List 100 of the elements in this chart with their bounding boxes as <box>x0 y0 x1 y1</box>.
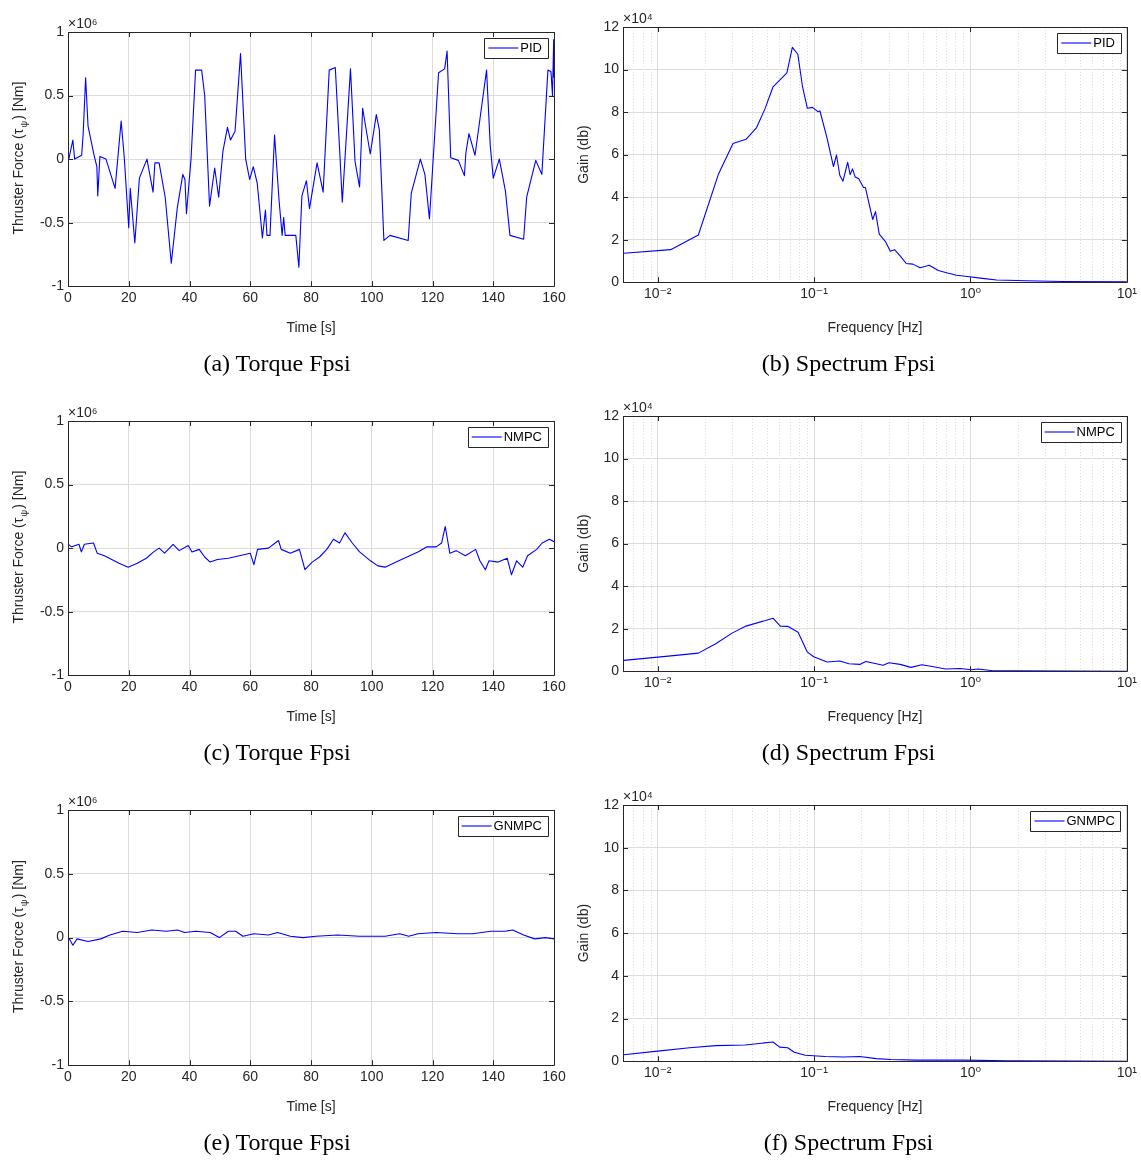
y-axis-title: Gain (db) <box>574 514 591 573</box>
x-tick-label: 160 <box>542 678 566 695</box>
y-tick-label: 0 <box>56 928 65 945</box>
legend-label: NMPC <box>1076 423 1115 439</box>
x-tick-label: 60 <box>242 678 259 695</box>
legend-label: GNMPC <box>1066 812 1115 828</box>
x-tick-label: 140 <box>481 289 506 306</box>
y-tick-label: -1 <box>51 1056 65 1073</box>
x-tick-label: 10¹ <box>1116 285 1138 302</box>
x-tick-label: 10⁰ <box>959 674 982 691</box>
text: (d) Spectrum Fpsi <box>761 738 936 765</box>
y-tick-label: 10 <box>603 449 620 466</box>
legend-label: NMPC <box>503 428 542 444</box>
y-tick-label: 8 <box>611 491 620 508</box>
legend-label: GNMPC <box>493 817 542 833</box>
y-tick-label: 2 <box>611 1009 620 1026</box>
x-tick-label: 100 <box>360 678 384 695</box>
x-axis-title: Frequency [Hz] <box>827 707 923 724</box>
y-axis-title: Thruster Force (τψ) [Nm] <box>9 860 29 1014</box>
y-axis-title: Gain (db) <box>574 903 591 963</box>
text: (a) Torque Fpsi <box>203 349 351 376</box>
y-tick-label: -1 <box>51 277 65 294</box>
y-tick-label: 1 <box>56 800 65 817</box>
y-axis-title: Thruster Force (τψ) [Nm] <box>9 81 29 235</box>
x-tick-label: 120 <box>420 289 445 306</box>
text: (f) Spectrum Fpsi <box>763 1128 934 1155</box>
text: ×10⁶ <box>68 14 98 31</box>
x-tick-label: 40 <box>181 1068 198 1085</box>
x-axis-title: Time [s] <box>286 318 336 335</box>
text: (b) Spectrum Fpsi <box>761 349 936 376</box>
y-tick-label: 12 <box>603 406 620 423</box>
x-tick-label: 160 <box>542 289 566 306</box>
x-tick-label: 20 <box>120 289 137 306</box>
x-tick-label: 120 <box>420 1068 445 1085</box>
y-tick-label: 0 <box>611 273 620 290</box>
y-tick-label: 10 <box>603 60 620 77</box>
y-tick-label: 4 <box>611 966 620 983</box>
x-axis-title: Frequency [Hz] <box>827 1097 923 1114</box>
text: (c) Torque Fpsi <box>203 738 351 765</box>
x-tick-label: 10⁰ <box>959 1064 982 1081</box>
legend-label: PID <box>1093 34 1115 50</box>
x-tick-label: 10⁻¹ <box>800 674 829 691</box>
y-tick-label: 8 <box>611 102 620 119</box>
y-tick-label: 6 <box>611 534 620 551</box>
y-tick-label: 1 <box>56 22 65 39</box>
y-tick-label: 2 <box>611 230 620 247</box>
text: ×10⁶ <box>68 403 98 420</box>
y-tick-label: 0 <box>611 1052 620 1069</box>
x-tick-label: 100 <box>360 1068 384 1085</box>
x-tick-label: 10⁰ <box>959 285 982 302</box>
y-tick-label: 0.5 <box>44 86 65 103</box>
x-tick-label: 10⁻² <box>643 285 672 302</box>
x-tick-label: 10⁻¹ <box>800 285 829 302</box>
text: ×10⁴ <box>623 398 653 415</box>
y-tick-label: 0.5 <box>44 864 65 881</box>
x-tick-label: 80 <box>303 1068 319 1085</box>
y-axis-title: Thruster Force (τψ) [Nm] <box>9 470 29 624</box>
x-tick-label: 100 <box>360 289 384 306</box>
x-tick-label: 140 <box>481 1068 506 1085</box>
x-tick-label: 40 <box>181 289 198 306</box>
x-axis-title: Time [s] <box>286 707 336 724</box>
x-tick-label: 80 <box>303 289 319 306</box>
x-tick-label: 160 <box>542 1068 566 1085</box>
y-tick-label: 2 <box>611 619 620 636</box>
y-tick-label: -1 <box>51 666 65 683</box>
x-tick-label: 80 <box>303 678 319 695</box>
x-tick-label: 10¹ <box>1116 1064 1138 1081</box>
x-tick-label: 20 <box>120 678 137 695</box>
x-tick-label: 60 <box>242 1068 259 1085</box>
y-tick-label: -0.5 <box>39 992 65 1009</box>
x-tick-label: 40 <box>181 678 198 695</box>
y-tick-label: 12 <box>603 17 620 34</box>
y-tick-label: 0 <box>56 149 65 166</box>
y-tick-label: 0 <box>56 538 65 555</box>
text: ×10⁶ <box>68 792 98 809</box>
x-tick-label: 10⁻² <box>643 1064 672 1081</box>
x-tick-label: 60 <box>242 289 259 306</box>
y-tick-label: 1 <box>56 411 65 428</box>
y-axis-title: Gain (db) <box>574 125 591 184</box>
y-tick-label: -0.5 <box>39 213 65 230</box>
legend-label: PID <box>520 39 542 55</box>
x-axis-title: Frequency [Hz] <box>827 318 923 335</box>
y-tick-label: 8 <box>611 881 620 898</box>
text: ×10⁴ <box>623 9 653 26</box>
x-tick-label: 10⁻² <box>643 674 672 691</box>
y-tick-label: 4 <box>611 576 620 593</box>
x-tick-label: 140 <box>481 678 506 695</box>
text: (e) Torque Fpsi <box>203 1128 351 1155</box>
y-tick-label: 6 <box>611 923 620 940</box>
x-tick-label: 20 <box>120 1068 137 1085</box>
y-tick-label: 10 <box>603 838 620 855</box>
x-axis-title: Time [s] <box>286 1097 336 1114</box>
y-tick-label: -0.5 <box>39 602 65 619</box>
text: ×10⁴ <box>623 787 653 804</box>
x-tick-label: 10¹ <box>1116 674 1138 691</box>
x-tick-label: 120 <box>420 678 445 695</box>
y-tick-label: 0.5 <box>44 475 65 492</box>
y-tick-label: 4 <box>611 187 620 204</box>
x-tick-label: 10⁻¹ <box>800 1064 829 1081</box>
y-tick-label: 12 <box>603 795 620 812</box>
